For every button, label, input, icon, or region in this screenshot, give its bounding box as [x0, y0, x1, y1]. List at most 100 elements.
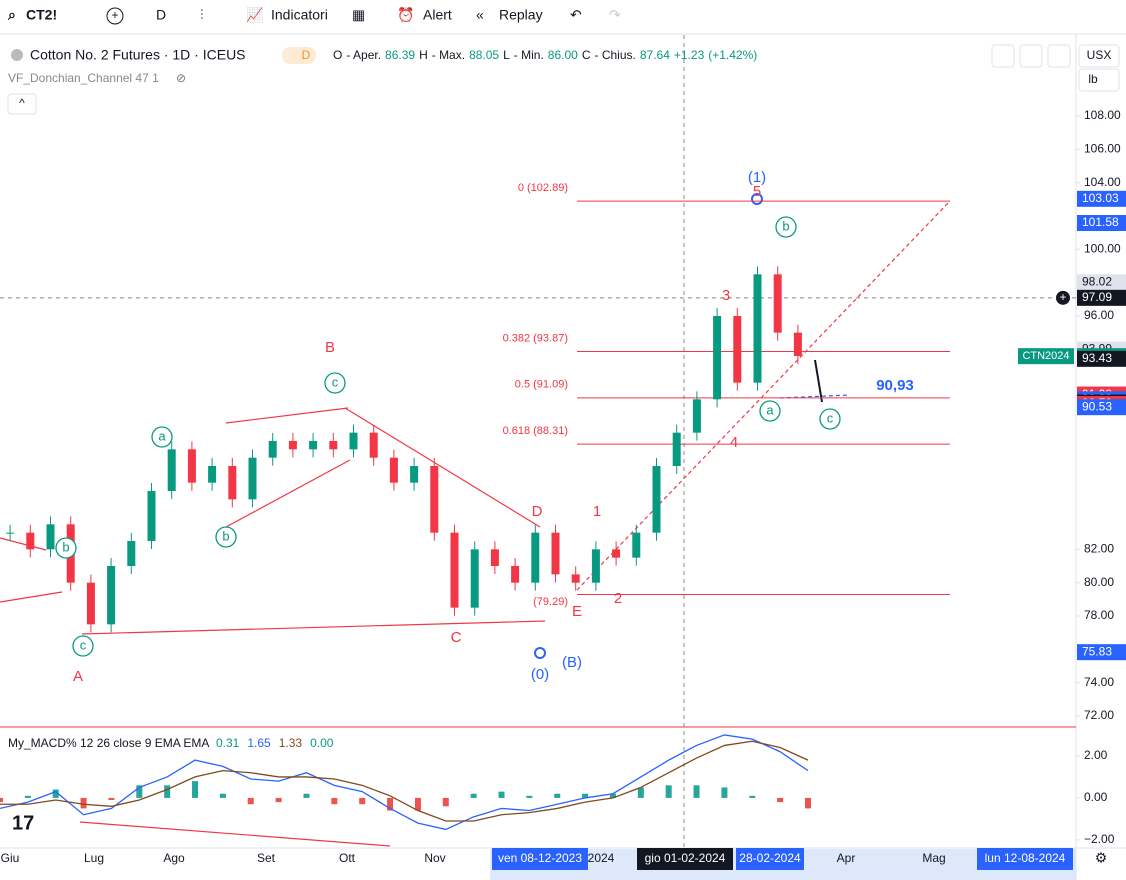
candle	[591, 549, 600, 583]
collapse-btn[interactable]	[7, 93, 37, 115]
interval[interactable]: D	[156, 7, 166, 23]
ohlc-part: +1.23	[674, 48, 705, 62]
ohlc-part: L	[503, 48, 510, 62]
candle	[349, 432, 358, 450]
ohlc-part: C	[582, 48, 591, 62]
indicators[interactable]: Indicatori	[271, 7, 328, 23]
indicator-name: VF_Donchian_Channel 47 1	[8, 71, 159, 85]
macd-tick-label: 0.00	[1084, 790, 1108, 804]
tv-logo: 17	[12, 812, 34, 834]
wave-circle	[775, 216, 797, 238]
price-tick-label: 80.00	[1084, 575, 1114, 589]
ohlc-part: (+1.42%)	[708, 48, 757, 62]
wave-label: 5	[753, 183, 761, 200]
symbol-label-bg	[1018, 348, 1074, 365]
wave-circle	[55, 537, 77, 559]
trend-line	[225, 459, 351, 528]
candle	[288, 441, 297, 450]
candle	[228, 466, 237, 500]
wave-circle	[759, 400, 781, 422]
currency-box[interactable]	[1078, 44, 1120, 68]
trend-line	[81, 620, 546, 635]
price-label-bg	[1077, 289, 1126, 306]
time-label: Giu	[1, 851, 20, 865]
candle	[713, 316, 722, 400]
wave-circle	[215, 526, 237, 548]
time-label-bg	[492, 848, 588, 870]
macd-line	[0, 734, 809, 831]
wave-label: c	[80, 637, 87, 652]
macd-value: 0.00	[310, 736, 334, 750]
price-tick-label: 78.00	[1084, 608, 1114, 622]
price-tick-label: 108.00	[1084, 108, 1121, 122]
alert[interactable]: Alert	[423, 7, 452, 23]
candle	[612, 549, 621, 558]
ohlc-part: - Aper.	[346, 48, 381, 62]
histogram-bar	[582, 793, 589, 798]
candle	[309, 441, 318, 450]
histogram-bar	[498, 791, 505, 798]
histogram-bar	[442, 797, 449, 807]
wave-label: D	[532, 503, 543, 520]
symbol-logo	[11, 49, 23, 61]
candle	[46, 524, 55, 550]
candle	[248, 457, 257, 500]
time-label-bg	[637, 848, 733, 870]
trend-line	[0, 537, 47, 551]
histogram-bar	[777, 797, 784, 803]
candle	[430, 466, 439, 533]
histogram-bar	[387, 797, 394, 811]
histogram-bar	[0, 797, 3, 803]
trend-line	[0, 591, 63, 603]
redo[interactable]: ↷	[609, 7, 621, 23]
crosshair-plus-sign: +	[1059, 290, 1066, 304]
wave-label: A	[73, 668, 83, 685]
price-label: 101.58	[1082, 215, 1119, 229]
ohlc-part: - Chius.	[595, 48, 636, 62]
legend-btn[interactable]	[991, 44, 1015, 68]
price-label-bg	[1077, 644, 1126, 661]
collapse-icon: ^	[19, 96, 25, 110]
hide-icon[interactable]: ⊘	[176, 71, 186, 85]
ohlc-part: O	[333, 48, 342, 62]
histogram-bar	[609, 793, 616, 798]
candle	[652, 466, 661, 533]
unit-box[interactable]	[1078, 68, 1120, 92]
wave-circle	[151, 426, 173, 448]
legend-btn[interactable]	[1019, 44, 1043, 68]
layouts[interactable]: ▦	[352, 7, 365, 23]
time-label-bg	[977, 848, 1073, 870]
histogram-bar	[805, 797, 811, 809]
candle	[268, 441, 277, 458]
ohlc-part: - Min.	[514, 48, 544, 62]
macd-tick-label: −2.00	[1084, 832, 1115, 846]
candle	[127, 541, 136, 566]
pivot	[751, 193, 763, 205]
candle	[450, 532, 459, 608]
legend-btn[interactable]	[1047, 44, 1071, 68]
candle	[551, 532, 560, 575]
undo[interactable]: ↶	[570, 7, 582, 23]
wave-circle	[324, 372, 346, 394]
time-label: lun 12-08-2024	[985, 851, 1066, 865]
symbol-search[interactable]: ⌕	[7, 7, 16, 23]
symbol[interactable]: CT2!	[26, 7, 57, 23]
price-label: 75.83	[1082, 644, 1112, 658]
settings-icon[interactable]: ⚙	[1095, 850, 1108, 866]
wave-label: 1	[593, 503, 601, 520]
projection	[814, 359, 823, 403]
wave-circle	[819, 408, 841, 430]
trend-line	[576, 200, 951, 591]
time-label-bg	[736, 848, 804, 870]
ohlc-part: 86.39	[385, 48, 415, 62]
candle	[672, 432, 681, 466]
wave-circle	[72, 635, 94, 657]
price-label-bg	[1077, 274, 1126, 291]
add-symbol[interactable]	[106, 7, 124, 25]
replay[interactable]: Replay	[499, 7, 543, 23]
chart-type[interactable]: ⫶	[200, 7, 204, 23]
scale-unit: lb	[1088, 72, 1098, 86]
